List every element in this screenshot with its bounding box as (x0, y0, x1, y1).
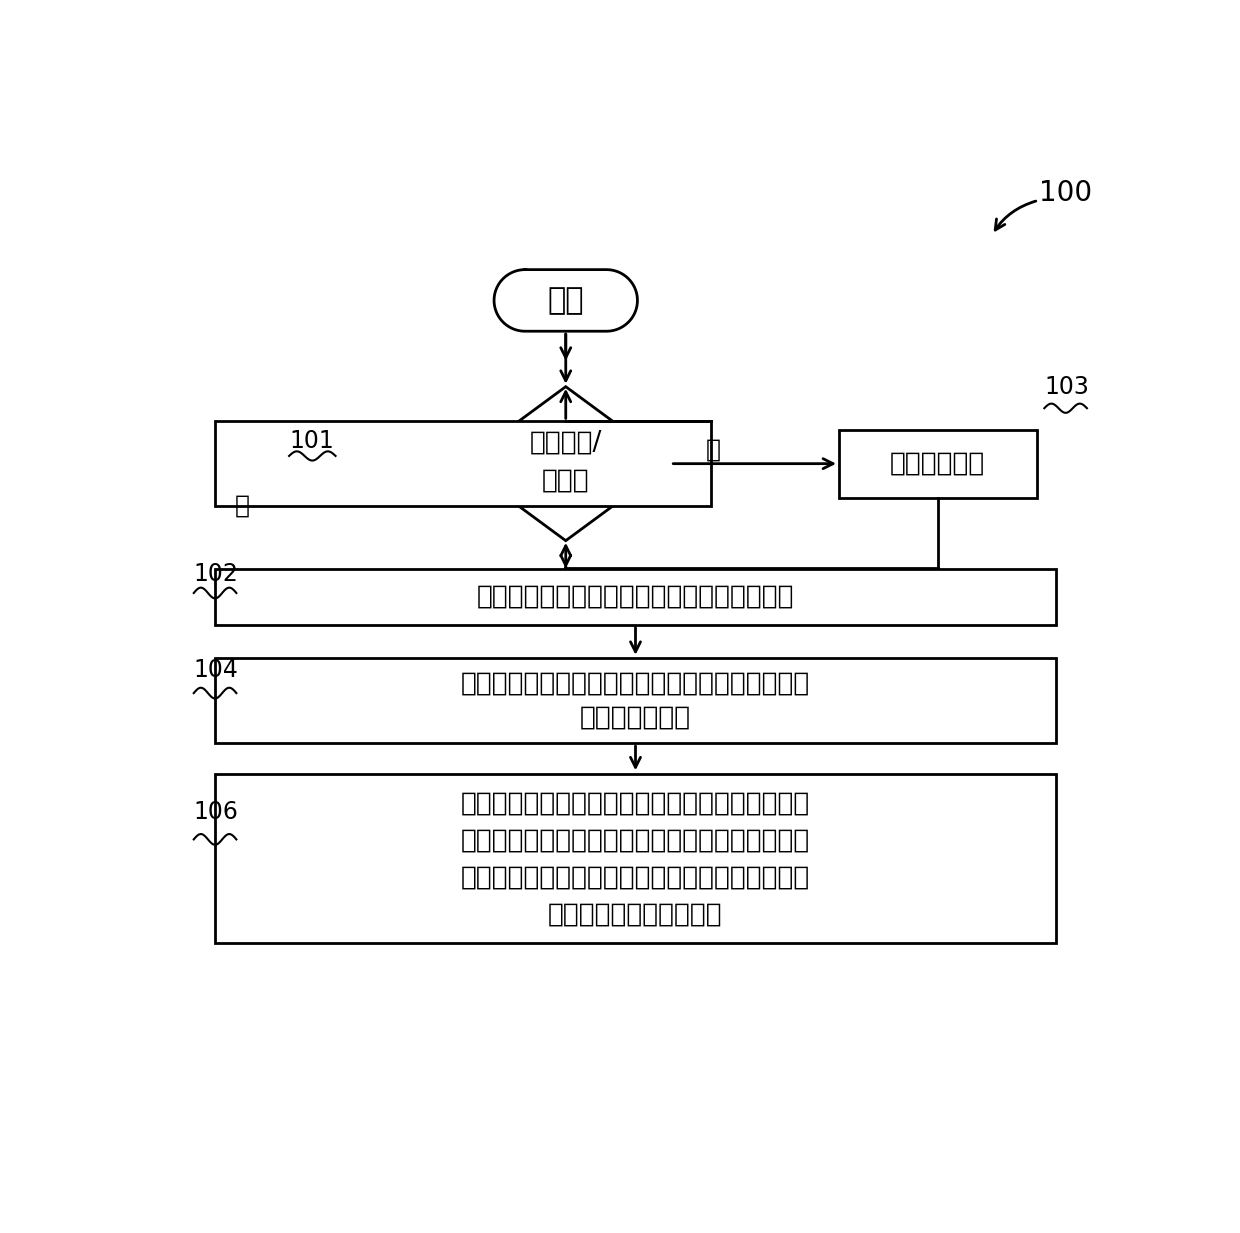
Text: 103: 103 (1044, 375, 1089, 399)
Text: 响应于使用移动设备的输入设备检测到与图形用户: 响应于使用移动设备的输入设备检测到与图形用户 (461, 790, 810, 816)
Text: 至少一个归还选项的接口: 至少一个归还选项的接口 (548, 901, 723, 927)
Text: 互动？: 互动？ (542, 467, 589, 493)
Bar (215, 774, 1056, 943)
Text: 101: 101 (289, 429, 334, 453)
Bar (215, 658, 1056, 743)
Text: 106: 106 (193, 800, 238, 825)
Text: 提供可听指令: 提供可听指令 (890, 450, 986, 477)
Text: 使用移动设备的输入设备检测与图形用户界面元素: 使用移动设备的输入设备检测与图形用户界面元素 (461, 671, 810, 697)
Polygon shape (494, 270, 637, 332)
Polygon shape (461, 387, 671, 540)
Bar (839, 430, 1037, 498)
Text: 界面元素有关的用户输入，使用移动设备的显示器: 界面元素有关的用户输入，使用移动设备的显示器 (461, 827, 810, 853)
Text: 否: 否 (236, 494, 250, 518)
Text: 开始: 开始 (548, 286, 584, 314)
Text: 使用移动设备的显示器显示图形用户界面元素: 使用移动设备的显示器显示图形用户界面元素 (476, 584, 795, 610)
Text: 检测移动/: 检测移动/ (529, 429, 601, 455)
Text: 是: 是 (706, 438, 720, 462)
Text: 104: 104 (193, 658, 238, 682)
Text: 有关的用户输入: 有关的用户输入 (580, 705, 691, 731)
Text: 102: 102 (193, 562, 238, 586)
Bar (216, 422, 712, 506)
Text: 显示包括用于向移动设备的所有者归还移动设备的: 显示包括用于向移动设备的所有者归还移动设备的 (461, 864, 810, 890)
Text: 100: 100 (1039, 179, 1091, 207)
Bar (215, 570, 1056, 625)
